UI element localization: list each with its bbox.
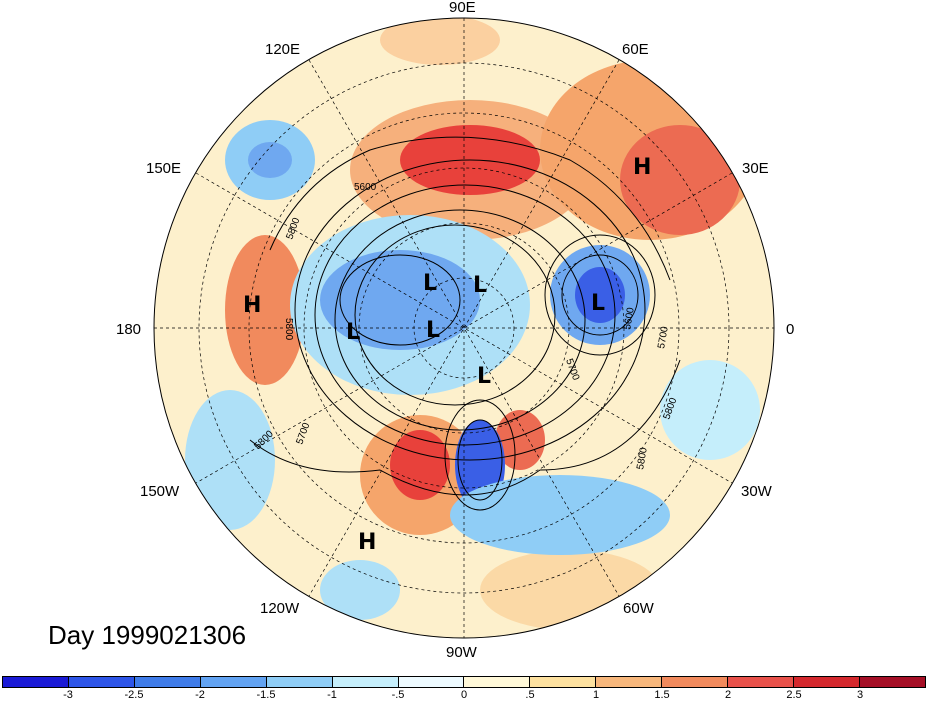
anomaly-cold-blob (450, 475, 670, 555)
pressure-system-labels: H H H L L L L L L (243, 155, 651, 555)
colorbar-tick-label: -.5 (391, 689, 405, 701)
colorbar-tick-label: 1 (592, 689, 600, 701)
map-border (153, 17, 775, 639)
colorbar-cell (266, 677, 333, 687)
lon-label-150e: 150E (146, 160, 182, 177)
anomaly-warm-blob (480, 550, 660, 630)
lon-label-30e: 30E (742, 160, 769, 177)
anomaly-warm-core (620, 125, 740, 235)
colorbar-tick-label: 2 (724, 689, 732, 701)
colorbar-tick-label: -3 (63, 689, 73, 701)
lon-label-60w: 60W (623, 600, 654, 617)
colorbar-cell (332, 677, 399, 687)
colorbar-cell (200, 677, 267, 687)
anomaly-cold-blob (185, 390, 275, 530)
colorbar-cell (3, 677, 69, 687)
low-label: L (591, 291, 605, 316)
colorbar-tick-label: -2.5 (124, 689, 144, 701)
lon-label-0: 0 (786, 321, 795, 338)
lon-label-90e: 90E (449, 0, 476, 16)
colorbar-tick-label: 3 (856, 689, 864, 701)
colorbar (2, 676, 926, 688)
high-label: H (358, 530, 376, 555)
anomaly-cold-blob (660, 360, 760, 460)
anomaly-field (154, 18, 774, 638)
colorbar-cell (794, 677, 860, 687)
lon-label-120e: 120E (265, 41, 301, 58)
colorbar-cell (728, 677, 795, 687)
high-label: H (243, 293, 261, 318)
low-label: L (423, 271, 437, 296)
graticule (154, 18, 774, 638)
anomaly-cold-core (248, 142, 292, 178)
colorbar-cell (530, 677, 597, 687)
colorbar-cell (134, 677, 201, 687)
contour-label: 5800 (635, 446, 650, 470)
colorbar-cell (398, 677, 465, 687)
lon-label-60e: 60E (622, 41, 649, 58)
contour-label: 5800 (283, 318, 294, 341)
lon-label-180: 180 (116, 321, 142, 338)
contour-label: 5700 (656, 325, 671, 349)
colorbar-tick-label: -2 (195, 689, 205, 701)
anomaly-cold-blob (320, 560, 400, 620)
low-label: L (426, 318, 440, 343)
colorbar-cell (596, 677, 663, 687)
anomaly-warm-blob (225, 235, 305, 385)
colorbar-cell (662, 677, 729, 687)
colorbar-tick-label: 0 (460, 689, 468, 701)
lon-label-90w: 90W (446, 644, 477, 661)
date-label: Day 1999021306 (48, 620, 247, 650)
lon-label-120w: 120W (260, 600, 300, 617)
low-label: L (477, 364, 491, 389)
contour-label: 5600 (622, 306, 637, 330)
colorbar-tick-label: .5 (525, 689, 535, 701)
colorbar-cell (464, 677, 531, 687)
colorbar-tick-label: 1.5 (654, 689, 670, 701)
height-contours (249, 136, 681, 511)
low-label: L (346, 320, 360, 345)
anomaly-warm-core (495, 410, 545, 470)
colorbar-cell (859, 677, 925, 687)
colorbar-cell (68, 677, 135, 687)
anomaly-warm-blob (380, 18, 500, 65)
colorbar-tick-label: -1 (327, 689, 337, 701)
contour-label: 5600 (354, 182, 377, 193)
anomaly-cold-core (575, 267, 625, 323)
high-label: H (633, 155, 651, 180)
low-label: L (473, 273, 487, 298)
lon-label-150w: 150W (140, 483, 180, 500)
colorbar-tick-label: -1.5 (256, 689, 276, 701)
colorbar-tick-label: 2.5 (786, 689, 802, 701)
anomaly-cold-core (320, 250, 480, 350)
lon-label-30w: 30W (741, 483, 772, 500)
colorbar-ticks: -3 -2.5 -2 -1.5 -1 -.5 0 .5 1 1.5 2 2.5 3 (0, 688, 928, 702)
